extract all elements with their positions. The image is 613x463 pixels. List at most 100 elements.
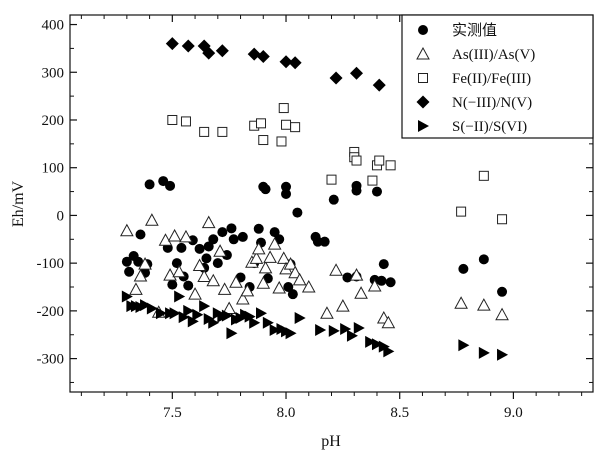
data-point: [354, 286, 368, 299]
data-point: [256, 118, 267, 129]
data-point: [374, 155, 385, 166]
data-marks: [120, 37, 509, 361]
data-point: [315, 323, 327, 336]
data-point: [174, 290, 186, 303]
data-point: [192, 308, 204, 321]
data-point: [381, 315, 396, 329]
data-point: [217, 227, 228, 238]
data-point: [256, 50, 270, 64]
data-point: [222, 301, 237, 314]
data-point: [276, 251, 291, 264]
data-point: [249, 251, 264, 264]
legend-label: N(−III)/N(V): [452, 95, 532, 111]
data-point: [171, 258, 182, 269]
data-point: [385, 160, 396, 171]
data-point: [176, 242, 187, 253]
data-point: [385, 277, 396, 288]
data-point: [495, 307, 509, 321]
data-point: [158, 233, 173, 246]
data-point: [281, 119, 292, 130]
data-point: [183, 280, 194, 291]
data-point: [167, 114, 178, 125]
data-point: [188, 287, 202, 300]
data-point: [169, 307, 181, 320]
data-point: [120, 223, 134, 237]
legend-marker: [418, 25, 428, 35]
data-point: [281, 181, 292, 192]
data-point: [328, 194, 339, 205]
data-point: [197, 269, 212, 283]
data-point: [351, 185, 362, 196]
data-point: [163, 268, 177, 281]
data-point: [497, 214, 508, 225]
data-point: [320, 306, 334, 319]
data-point: [146, 302, 158, 315]
data-point: [253, 223, 264, 234]
data-point: [458, 339, 470, 352]
data-point: [199, 126, 210, 137]
y-tick-label: 100: [42, 161, 65, 177]
data-point: [201, 215, 216, 229]
data-point: [279, 55, 293, 69]
legend-marker: [418, 120, 429, 132]
data-point: [202, 46, 216, 60]
data-point: [267, 237, 282, 250]
data-point: [258, 135, 269, 146]
data-point: [217, 126, 228, 137]
data-point: [140, 299, 152, 312]
data-point: [372, 78, 386, 92]
data-point: [260, 184, 271, 195]
data-point: [478, 346, 490, 359]
data-point: [269, 227, 280, 238]
data-point: [240, 283, 255, 297]
data-point: [477, 298, 491, 311]
data-point: [192, 258, 207, 272]
data-point: [478, 254, 489, 265]
data-point: [376, 275, 387, 286]
x-tick-label: 7.5: [163, 405, 182, 421]
data-point: [244, 310, 256, 323]
data-point: [203, 241, 214, 252]
data-point: [292, 207, 303, 218]
data-point: [138, 257, 152, 270]
data-point: [365, 335, 377, 348]
data-point: [215, 44, 229, 58]
data-point: [121, 290, 133, 303]
data-point: [287, 289, 298, 300]
data-point: [328, 324, 340, 337]
data-point: [135, 229, 146, 240]
data-point: [288, 265, 302, 279]
data-point: [226, 223, 237, 234]
series-1: [120, 213, 509, 329]
data-point: [367, 279, 382, 292]
data-point: [217, 282, 232, 295]
data-point: [329, 263, 343, 276]
data-point: [226, 327, 238, 340]
legend-marker: [416, 46, 430, 60]
data-point: [206, 273, 221, 287]
data-point: [167, 279, 178, 290]
data-point: [342, 272, 353, 283]
data-point: [458, 263, 469, 274]
data-point: [167, 228, 182, 242]
axes: 400 300 200 100 0 -100 -200 -300 7.5 8.0 8.5 9.0: [37, 15, 593, 421]
series-2: [167, 103, 508, 225]
data-point: [350, 66, 364, 80]
legend: 实测值 As(III)/As(V) Fe(II)/Fe(III) N(−III)/N(…: [401, 14, 594, 139]
data-point: [129, 282, 143, 295]
x-tick-label: 9.0: [504, 405, 523, 421]
y-tick-label: 400: [42, 18, 65, 34]
data-point: [208, 316, 220, 329]
data-point: [187, 235, 198, 246]
data-point: [235, 291, 250, 305]
data-point: [249, 316, 261, 329]
data-point: [329, 71, 343, 85]
legend-label: S(−II)/S(VI): [452, 119, 527, 135]
series-0: [121, 176, 508, 300]
data-point: [247, 47, 261, 61]
data-point: [285, 327, 297, 340]
data-point: [283, 282, 294, 293]
data-point: [181, 39, 195, 53]
data-point: [283, 257, 298, 270]
y-tick-label: -300: [37, 352, 65, 368]
